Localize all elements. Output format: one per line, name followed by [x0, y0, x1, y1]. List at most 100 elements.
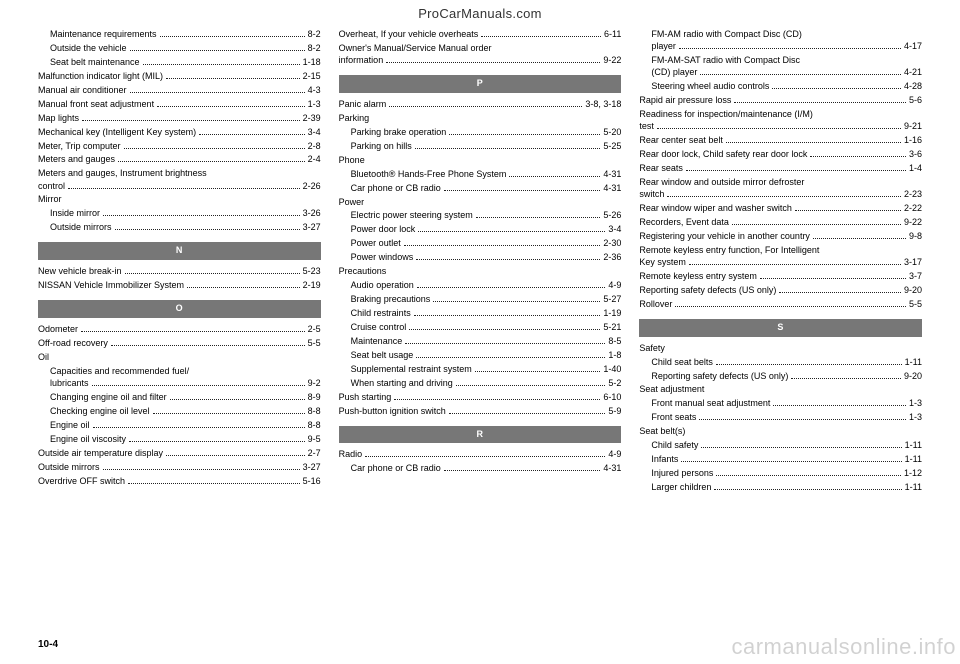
entry-label: Odometer [38, 323, 78, 337]
entry-page: 1-16 [904, 134, 922, 148]
index-entry: control2-26 [38, 180, 321, 194]
entry-label: lubricants [50, 377, 89, 391]
leader-dots [118, 161, 305, 162]
index-entry: Maintenance requirements 8-2 [38, 28, 321, 42]
entry-label: Bluetooth® Hands-Free Phone System [351, 168, 507, 182]
leader-dots [509, 176, 600, 177]
entry-label: When starting and driving [351, 377, 453, 391]
entry-page: 5-5 [909, 298, 922, 312]
column-1: Maintenance requirements8-2Outside the v… [38, 28, 321, 624]
index-entry: Safety [639, 342, 922, 356]
leader-dots [166, 455, 305, 456]
entry-label: Meters and gauges, Instrument brightness [38, 167, 207, 179]
entry-page: 3-17 [904, 256, 922, 270]
index-entry: Child safety1-11 [639, 439, 922, 453]
index-entry: Maintenance8-5 [339, 335, 622, 349]
entry-label: Key system [639, 256, 686, 270]
page-number: 10-4 [38, 639, 58, 650]
entry-label: Overheat, If your vehicle overheats [339, 28, 479, 42]
index-entry: NISSAN Vehicle Immobilizer System2-19 [38, 279, 321, 293]
leader-dots [386, 62, 600, 63]
index-entry: Front manual seat adjustment1-3 [639, 397, 922, 411]
leader-dots [93, 427, 305, 428]
leader-dots [726, 142, 901, 143]
entry-page: 8-2 [308, 42, 321, 56]
index-entry: Larger children1-11 [639, 481, 922, 495]
index-entry: Steering wheel audio controls4-28 [639, 80, 922, 94]
entry-page: 1-3 [308, 98, 321, 112]
entry-label: Reporting safety defects (US only) [639, 284, 776, 298]
entry-page: 8-2 [308, 28, 321, 42]
leader-dots [813, 238, 906, 239]
entry-label: Meters and gauges [38, 153, 115, 167]
index-entry: Rapid air pressure loss5-6 [639, 94, 922, 108]
entry-page: 5-26 [603, 209, 621, 223]
entry-page: 2-7 [308, 447, 321, 461]
entry-page: 3-26 [303, 207, 321, 221]
leader-dots [416, 357, 605, 358]
entry-label: Maintenance requirements [50, 28, 157, 42]
leader-dots [130, 50, 305, 51]
entry-label: Panic alarm [339, 98, 387, 112]
leader-dots [365, 456, 605, 457]
index-entry: FM-AM-SAT radio with Compact Disc [639, 54, 922, 66]
entry-page: 2-39 [303, 112, 321, 126]
leader-dots [772, 88, 901, 89]
entry-page: 8-8 [308, 419, 321, 433]
entry-label: New vehicle break-in [38, 265, 122, 279]
entry-page: 5-5 [308, 337, 321, 351]
entry-label: Inside mirror [50, 207, 100, 221]
index-entry: Reporting safety defects (US only)9-20 [639, 284, 922, 298]
leader-dots [779, 292, 901, 293]
entry-label: Parking [339, 112, 370, 126]
leader-dots [103, 215, 300, 216]
index-entry: Panic alarm 3-8, 3-18 [339, 98, 622, 112]
leader-dots [103, 469, 300, 470]
leader-dots [657, 128, 901, 129]
leader-dots [679, 48, 901, 49]
index-entry: Inside mirror 3-26 [38, 207, 321, 221]
index-entry: Rollover5-5 [639, 298, 922, 312]
index-entry: Supplemental restraint system1-40 [339, 363, 622, 377]
entry-page: 9-2 [308, 377, 321, 391]
entry-page: 4-21 [904, 66, 922, 80]
entry-label: Power [339, 196, 365, 210]
index-entry: switch2-23 [639, 188, 922, 202]
leader-dots [416, 259, 600, 260]
entry-label: Safety [639, 342, 665, 356]
entry-page: 2-30 [603, 237, 621, 251]
leader-dots [394, 399, 600, 400]
entry-page: 3-8, 3-18 [585, 98, 621, 112]
index-entry: Remote keyless entry system3-7 [639, 270, 922, 284]
entry-label: Child restraints [351, 307, 411, 321]
entry-page: 2-8 [308, 140, 321, 154]
leader-dots [414, 315, 601, 316]
index-entry: Odometer2-5 [38, 323, 321, 337]
entry-label: Parking brake operation [351, 126, 447, 140]
section-heading: N [38, 242, 321, 260]
entry-page: 1-11 [905, 439, 922, 453]
index-entry: Registering your vehicle in another coun… [639, 230, 922, 244]
entry-label: Recorders, Event data [639, 216, 729, 230]
index-entry: Rear door lock, Child safety rear door l… [639, 148, 922, 162]
entry-label: Outside mirrors [38, 461, 100, 475]
entry-page: 4-31 [603, 182, 621, 196]
entry-label: Supplemental restraint system [351, 363, 472, 377]
entry-label: Front manual seat adjustment [651, 397, 770, 411]
entry-label: information [339, 54, 384, 68]
entry-label: Readiness for inspection/maintenance (I/… [639, 108, 813, 120]
entry-label: Seat belt maintenance [50, 56, 140, 70]
entry-page: 8-8 [308, 405, 321, 419]
leader-dots [700, 74, 901, 75]
index-entry: Readiness for inspection/maintenance (I/… [639, 108, 922, 120]
index-entry: Changing engine oil and filter8-9 [38, 391, 321, 405]
entry-label: Engine oil viscosity [50, 433, 126, 447]
leader-dots [157, 106, 305, 107]
entry-label: switch [639, 188, 664, 202]
entry-page: 8-5 [608, 335, 621, 349]
leader-dots [475, 371, 601, 372]
leader-dots [714, 489, 901, 490]
entry-label: Outside mirrors [50, 221, 112, 235]
entry-label: Checking engine oil level [50, 405, 150, 419]
entry-label: Infants [651, 453, 678, 467]
